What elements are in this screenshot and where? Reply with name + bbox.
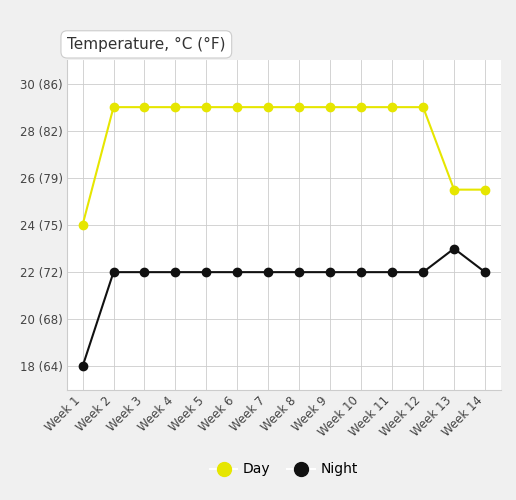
Day bbox=[296, 104, 302, 110]
Day bbox=[110, 104, 117, 110]
Day bbox=[203, 104, 209, 110]
Day bbox=[389, 104, 395, 110]
Night bbox=[420, 269, 426, 275]
Day bbox=[172, 104, 179, 110]
Night bbox=[79, 364, 86, 370]
Legend: Day, Night: Day, Night bbox=[204, 457, 364, 482]
Line: Day: Day bbox=[78, 103, 489, 229]
Night bbox=[482, 269, 488, 275]
Night bbox=[265, 269, 271, 275]
Night bbox=[296, 269, 302, 275]
Night bbox=[172, 269, 179, 275]
Night bbox=[389, 269, 395, 275]
Night bbox=[141, 269, 148, 275]
Night bbox=[327, 269, 333, 275]
Day bbox=[420, 104, 426, 110]
Night bbox=[203, 269, 209, 275]
Day bbox=[265, 104, 271, 110]
Day bbox=[79, 222, 86, 228]
Day bbox=[482, 186, 488, 192]
Day bbox=[141, 104, 148, 110]
Day bbox=[234, 104, 240, 110]
Line: Night: Night bbox=[78, 244, 489, 370]
Night bbox=[451, 246, 457, 252]
Text: Temperature, °C (°F): Temperature, °C (°F) bbox=[67, 37, 225, 52]
Night bbox=[110, 269, 117, 275]
Night bbox=[358, 269, 364, 275]
Day bbox=[327, 104, 333, 110]
Night bbox=[234, 269, 240, 275]
Day bbox=[358, 104, 364, 110]
Day bbox=[451, 186, 457, 192]
